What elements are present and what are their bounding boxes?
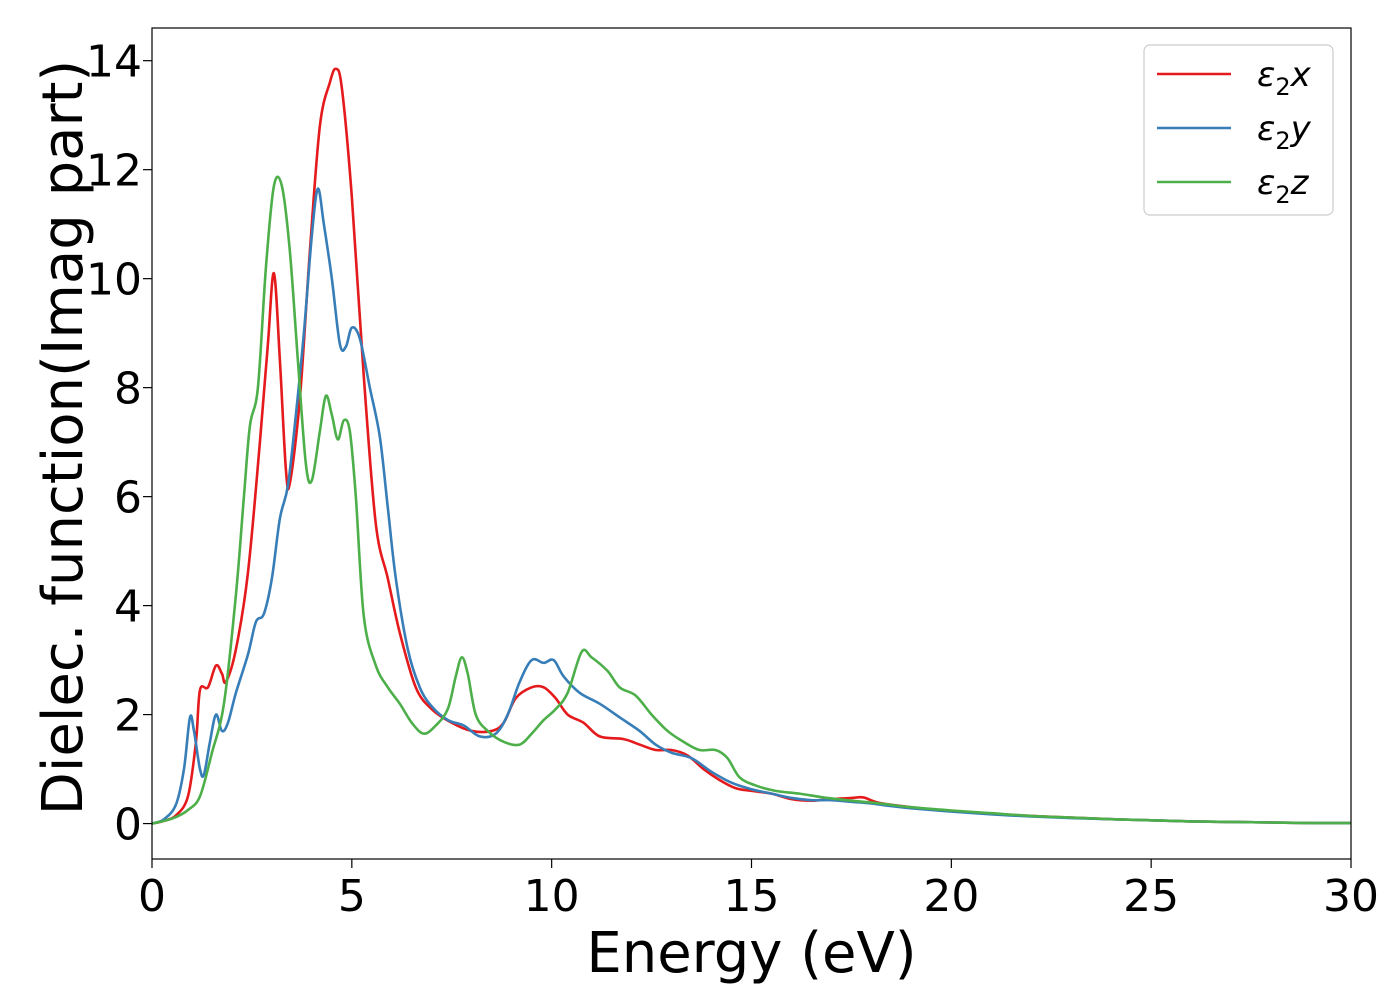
x-tick-label: 10	[524, 871, 580, 922]
x-tick-label: 15	[724, 871, 780, 922]
y-tick-label: 10	[86, 255, 142, 306]
series-layer	[152, 67, 1351, 825]
y-tick-label: 4	[114, 582, 142, 633]
x-axis-label: Energy (eV)	[586, 921, 916, 986]
y-tick-label: 14	[86, 37, 142, 88]
x-tick-label: 5	[338, 871, 366, 922]
x-tick-label: 30	[1323, 871, 1379, 922]
legend: ε2x ε2y ε2z	[1143, 44, 1334, 216]
legend-box	[1143, 44, 1334, 216]
series-line-y	[152, 187, 1351, 825]
legend-label-x: ε2x	[1257, 55, 1312, 101]
y-tick-label: 8	[114, 364, 142, 415]
y-tick-label: 2	[114, 691, 142, 742]
x-tick-label: 20	[923, 871, 979, 922]
y-tick-label: 6	[114, 473, 142, 524]
x-tick-label: 0	[138, 871, 166, 922]
series-line-z	[152, 175, 1351, 825]
x-tick-label: 25	[1123, 871, 1179, 922]
legend-label-z: ε2z	[1257, 163, 1310, 209]
y-axis-label: Dielec. function(Imag part)	[31, 60, 96, 816]
y-tick-label: 12	[86, 146, 142, 197]
ticks-layer: 0 5 10 15 20 25 30 0 2 4 6 8 10 12 14	[86, 37, 1379, 922]
legend-label-y: ε2y	[1257, 109, 1312, 155]
y-tick-label: 0	[114, 800, 142, 851]
